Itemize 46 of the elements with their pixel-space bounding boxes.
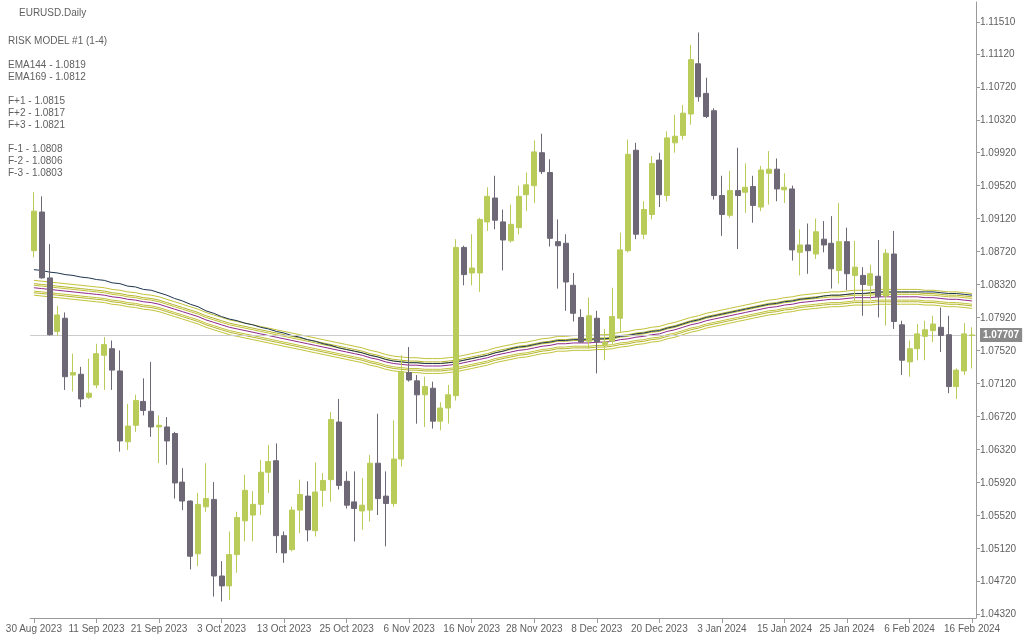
y-tick-label: 1.09520 — [980, 180, 1017, 192]
y-tick-label: 1.04320 — [980, 608, 1017, 620]
x-tick-label: 16 Nov 2023 — [443, 622, 501, 634]
x-tick-label: 15 Jan 2024 — [756, 622, 813, 634]
x-tick-label: 21 Sep 2023 — [130, 622, 188, 634]
y-tick-label: 1.05920 — [980, 476, 1017, 488]
x-tick-label: 3 Jan 2024 — [697, 622, 748, 634]
y-tick-label: 1.05120 — [980, 542, 1017, 554]
x-tick-label: 30 Aug 2023 — [5, 622, 63, 634]
x-tick-label: 16 Feb 2024 — [944, 622, 1001, 634]
y-tick-label: 1.10720 — [980, 81, 1017, 93]
y-tick-label: 1.08320 — [980, 278, 1017, 290]
chart-title: EURUSD.Daily — [19, 6, 87, 18]
x-tick-label: 6 Nov 2023 — [383, 622, 436, 634]
annotation: EMA169 - 1.0812 — [8, 70, 87, 82]
annotation: F+2 - 1.0817 — [8, 106, 66, 118]
y-tick-label: 1.06320 — [980, 443, 1017, 455]
y-tick-label: 1.07920 — [980, 311, 1017, 323]
x-tick-label: 6 Feb 2024 — [884, 622, 936, 634]
annotation: F+3 - 1.0821 — [8, 118, 66, 130]
y-tick-label: 1.11510 — [980, 16, 1016, 28]
x-tick-label: 13 Oct 2023 — [256, 622, 312, 634]
y-tick-label: 1.11120 — [980, 48, 1016, 60]
annotation: RISK MODEL #1 (1-4) — [8, 34, 108, 46]
y-tick-label: 1.08720 — [980, 246, 1017, 258]
x-tick-label: 25 Jan 2024 — [819, 622, 875, 634]
annotation: F-2 - 1.0806 — [8, 154, 63, 166]
y-tick-label: 1.05520 — [980, 509, 1017, 521]
y-tick-label: 1.07120 — [980, 377, 1017, 389]
y-tick-label: 1.07520 — [980, 344, 1017, 356]
x-tick-label: 25 Oct 2023 — [319, 622, 375, 634]
x-tick-label: 20 Dec 2023 — [631, 622, 689, 634]
y-tick-label: 1.09120 — [980, 213, 1017, 225]
annotation: F+1 - 1.0815 — [8, 94, 66, 106]
annotation: F-1 - 1.0808 — [8, 142, 63, 154]
annotation: EMA144 - 1.0819 — [8, 58, 87, 70]
x-tick-label: 8 Dec 2023 — [571, 622, 623, 634]
y-tick-label: 1.04720 — [980, 575, 1017, 587]
x-tick-label: 11 Sep 2023 — [68, 622, 125, 634]
ref-line-label: 1.07707 — [983, 329, 1020, 341]
annotation: F-3 - 1.0803 — [8, 166, 63, 178]
y-tick-label: 1.09920 — [980, 147, 1017, 159]
x-tick-label: 3 Oct 2023 — [197, 622, 247, 634]
y-tick-label: 1.06720 — [980, 410, 1017, 422]
x-tick-label: 28 Nov 2023 — [505, 622, 564, 634]
y-tick-label: 1.10320 — [980, 114, 1017, 126]
